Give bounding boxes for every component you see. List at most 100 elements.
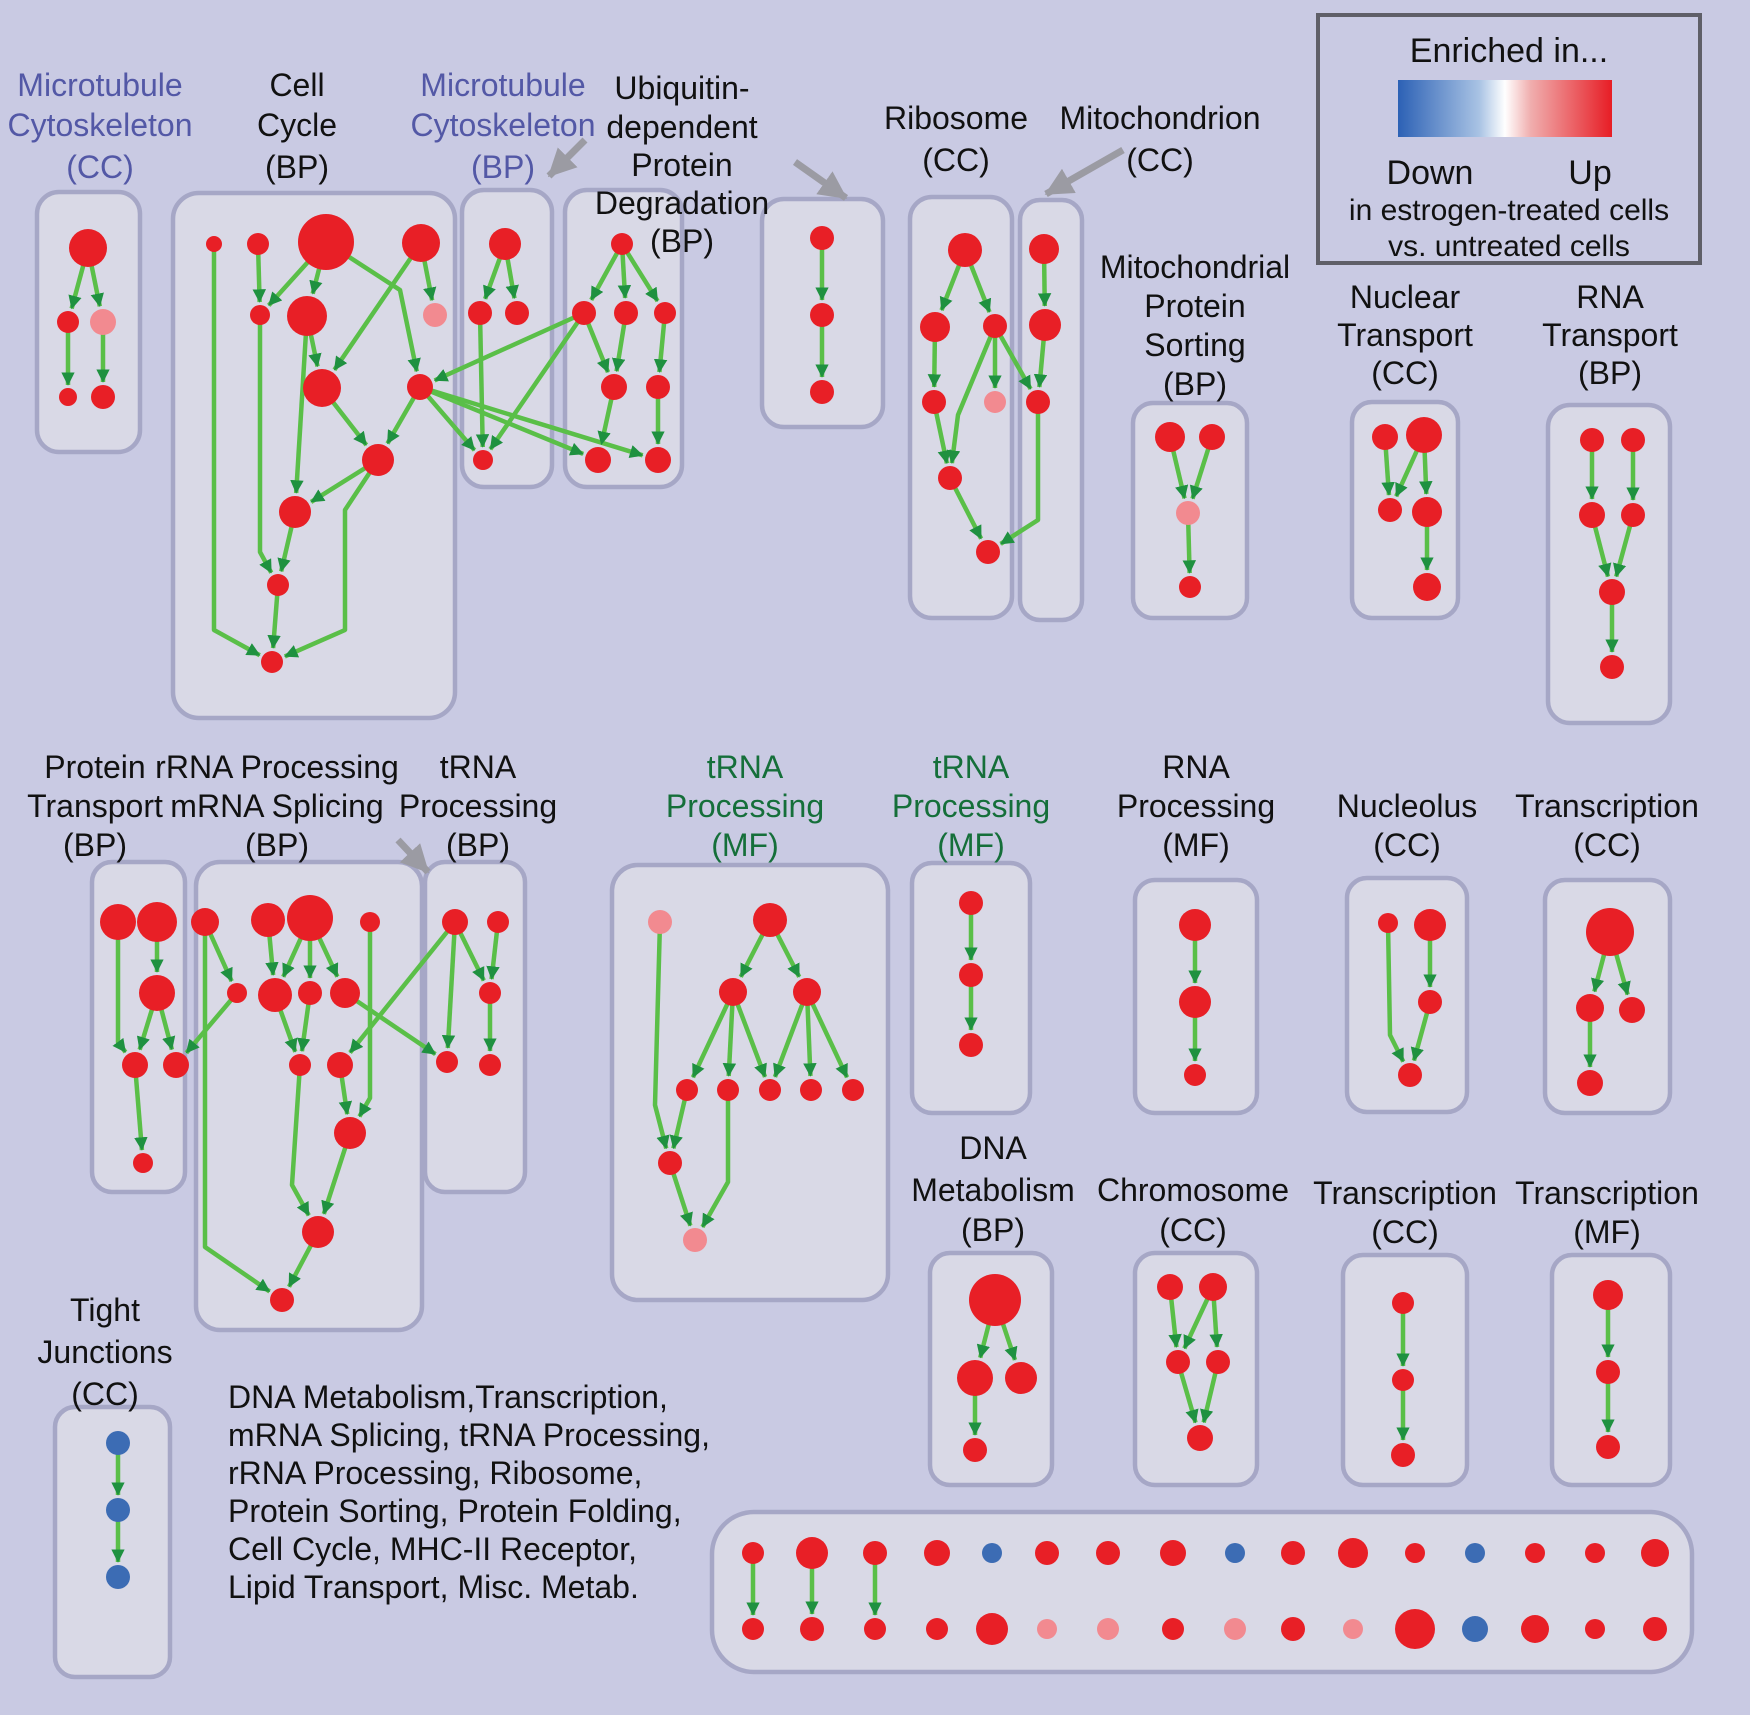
edge-cc5-cc12 (257, 315, 274, 574)
cluster-label-line: Protein (631, 147, 732, 183)
node-rr10 (327, 1052, 353, 1078)
node-w16b (1643, 1617, 1667, 1641)
note-line: DNA Metabolism,Transcription, (228, 1379, 668, 1415)
nodes-layer (57, 214, 1669, 1649)
node-mbp1 (489, 228, 521, 260)
node-rr12 (302, 1216, 334, 1248)
edge-cc3-cc9 (324, 240, 421, 373)
node-rib2 (920, 312, 950, 342)
cluster-label-line: (MF) (711, 827, 779, 863)
edge-rr8-tbp4 (343, 991, 437, 1057)
node-chr4 (1206, 1350, 1230, 1374)
cluster-label-line: Cytoskeleton (411, 107, 596, 143)
edge-mit3-rib7 (999, 402, 1041, 546)
edge-cc6-cc11 (290, 315, 310, 494)
node-rib6 (938, 466, 962, 490)
node-rr1 (191, 908, 219, 936)
node-tcc4 (1577, 1070, 1603, 1096)
node-ub2 (572, 301, 596, 325)
node-tcb2 (1392, 1369, 1414, 1391)
node-cc12 (267, 574, 289, 596)
node-w7t (1096, 1541, 1120, 1565)
node-tbp5 (479, 1054, 501, 1076)
node-tmf1 (648, 910, 672, 934)
cluster-label-line: Mitochondrial (1100, 249, 1290, 285)
pointer-arrow-2 (792, 159, 849, 201)
node-smf1 (959, 891, 983, 915)
edge-rib3-rib6 (946, 325, 998, 464)
node-smf3 (959, 1033, 983, 1057)
edge-tmf3-tmf7 (730, 991, 768, 1078)
node-nt2 (1406, 417, 1442, 453)
node-w3t (863, 1541, 887, 1565)
node-cc2 (247, 233, 269, 255)
edge-cc1-cc13 (211, 244, 261, 658)
node-mbp3 (505, 301, 529, 325)
node-mtcc3 (90, 309, 116, 335)
node-dm4 (963, 1438, 987, 1462)
edge-rr9-rr12 (289, 1064, 311, 1217)
cluster-label-line: Ribosome (884, 100, 1028, 136)
node-chr2 (1199, 1273, 1227, 1301)
node-tj3 (106, 1565, 130, 1589)
cluster-box-tcc (1542, 877, 1673, 1116)
pointer-arrow-4 (395, 837, 431, 875)
node-mps1 (1155, 422, 1185, 452)
cluster-box-nt (1349, 399, 1461, 621)
note-line: Cell Cycle, MHC-II Receptor, (228, 1531, 637, 1567)
edge-tbp1-rr10 (348, 920, 457, 1054)
node-tmf7 (759, 1079, 781, 1101)
edge-tmf6-tmf11 (700, 1090, 731, 1229)
edge-tmf3-tmf5 (690, 991, 736, 1079)
node-cc6 (287, 296, 327, 336)
edge-ub2-cc9 (433, 310, 585, 383)
cluster-label-line: dependent (606, 109, 757, 145)
cluster-label-line: (CC) (922, 142, 990, 178)
node-dm1 (969, 1274, 1021, 1326)
cluster-label-line: Degradation (595, 185, 769, 221)
node-pt3 (139, 975, 175, 1011)
cluster-label-line: Nuclear (1350, 279, 1461, 315)
node-tbp2 (487, 911, 509, 933)
cluster-label-line: Chromosome (1097, 1172, 1289, 1208)
node-pt4 (122, 1052, 148, 1078)
cluster-box-mit (1017, 197, 1085, 623)
node-w12t (1405, 1543, 1425, 1563)
node-rib7 (976, 540, 1000, 564)
node-w9t (1225, 1543, 1245, 1563)
node-tcc1 (1586, 908, 1634, 956)
node-w3b (864, 1618, 886, 1640)
legend-caption-line1: in estrogen-treated cells (1349, 194, 1669, 227)
node-mtcc4 (59, 388, 77, 406)
node-rt6 (1600, 655, 1624, 679)
legend-box (1316, 13, 1702, 265)
node-cc3 (298, 214, 354, 270)
node-w10t (1281, 1541, 1305, 1565)
node-rr5 (227, 983, 247, 1003)
cluster-label-line: (CC) (1573, 827, 1641, 863)
cluster-label-line: (BP) (63, 827, 127, 863)
node-w4t (924, 1540, 950, 1566)
legend: Enriched in... Down Up in estrogen-treat… (1316, 13, 1702, 265)
cluster-label-line: DNA (959, 1130, 1027, 1166)
node-w8t (1160, 1540, 1186, 1566)
edge-tmf3-tmf6 (722, 991, 737, 1077)
node-rr9 (289, 1054, 311, 1076)
note-text-layer: DNA Metabolism,Transcription,mRNA Splici… (228, 1379, 710, 1605)
node-ub8 (645, 447, 671, 473)
cluster-label-line: Protein (44, 749, 145, 785)
node-w12b (1395, 1609, 1435, 1649)
legend-caption-line2: vs. untreated cells (1388, 230, 1630, 263)
node-w8b (1162, 1618, 1184, 1640)
note-line: rRNA Processing, Ribosome, (228, 1455, 642, 1491)
cluster-label-line: Cycle (257, 107, 337, 143)
edge-cc10-cc13 (283, 458, 380, 659)
cluster-label-line: Processing (892, 788, 1050, 824)
node-tmf4 (793, 978, 821, 1006)
node-w13t (1465, 1543, 1485, 1563)
cluster-label-line: Transcription (1515, 1175, 1699, 1211)
pointer-arrow-1 (546, 137, 588, 179)
cluster-boxes-layer (34, 187, 1695, 1680)
edge-cc4-cc8 (332, 241, 423, 372)
